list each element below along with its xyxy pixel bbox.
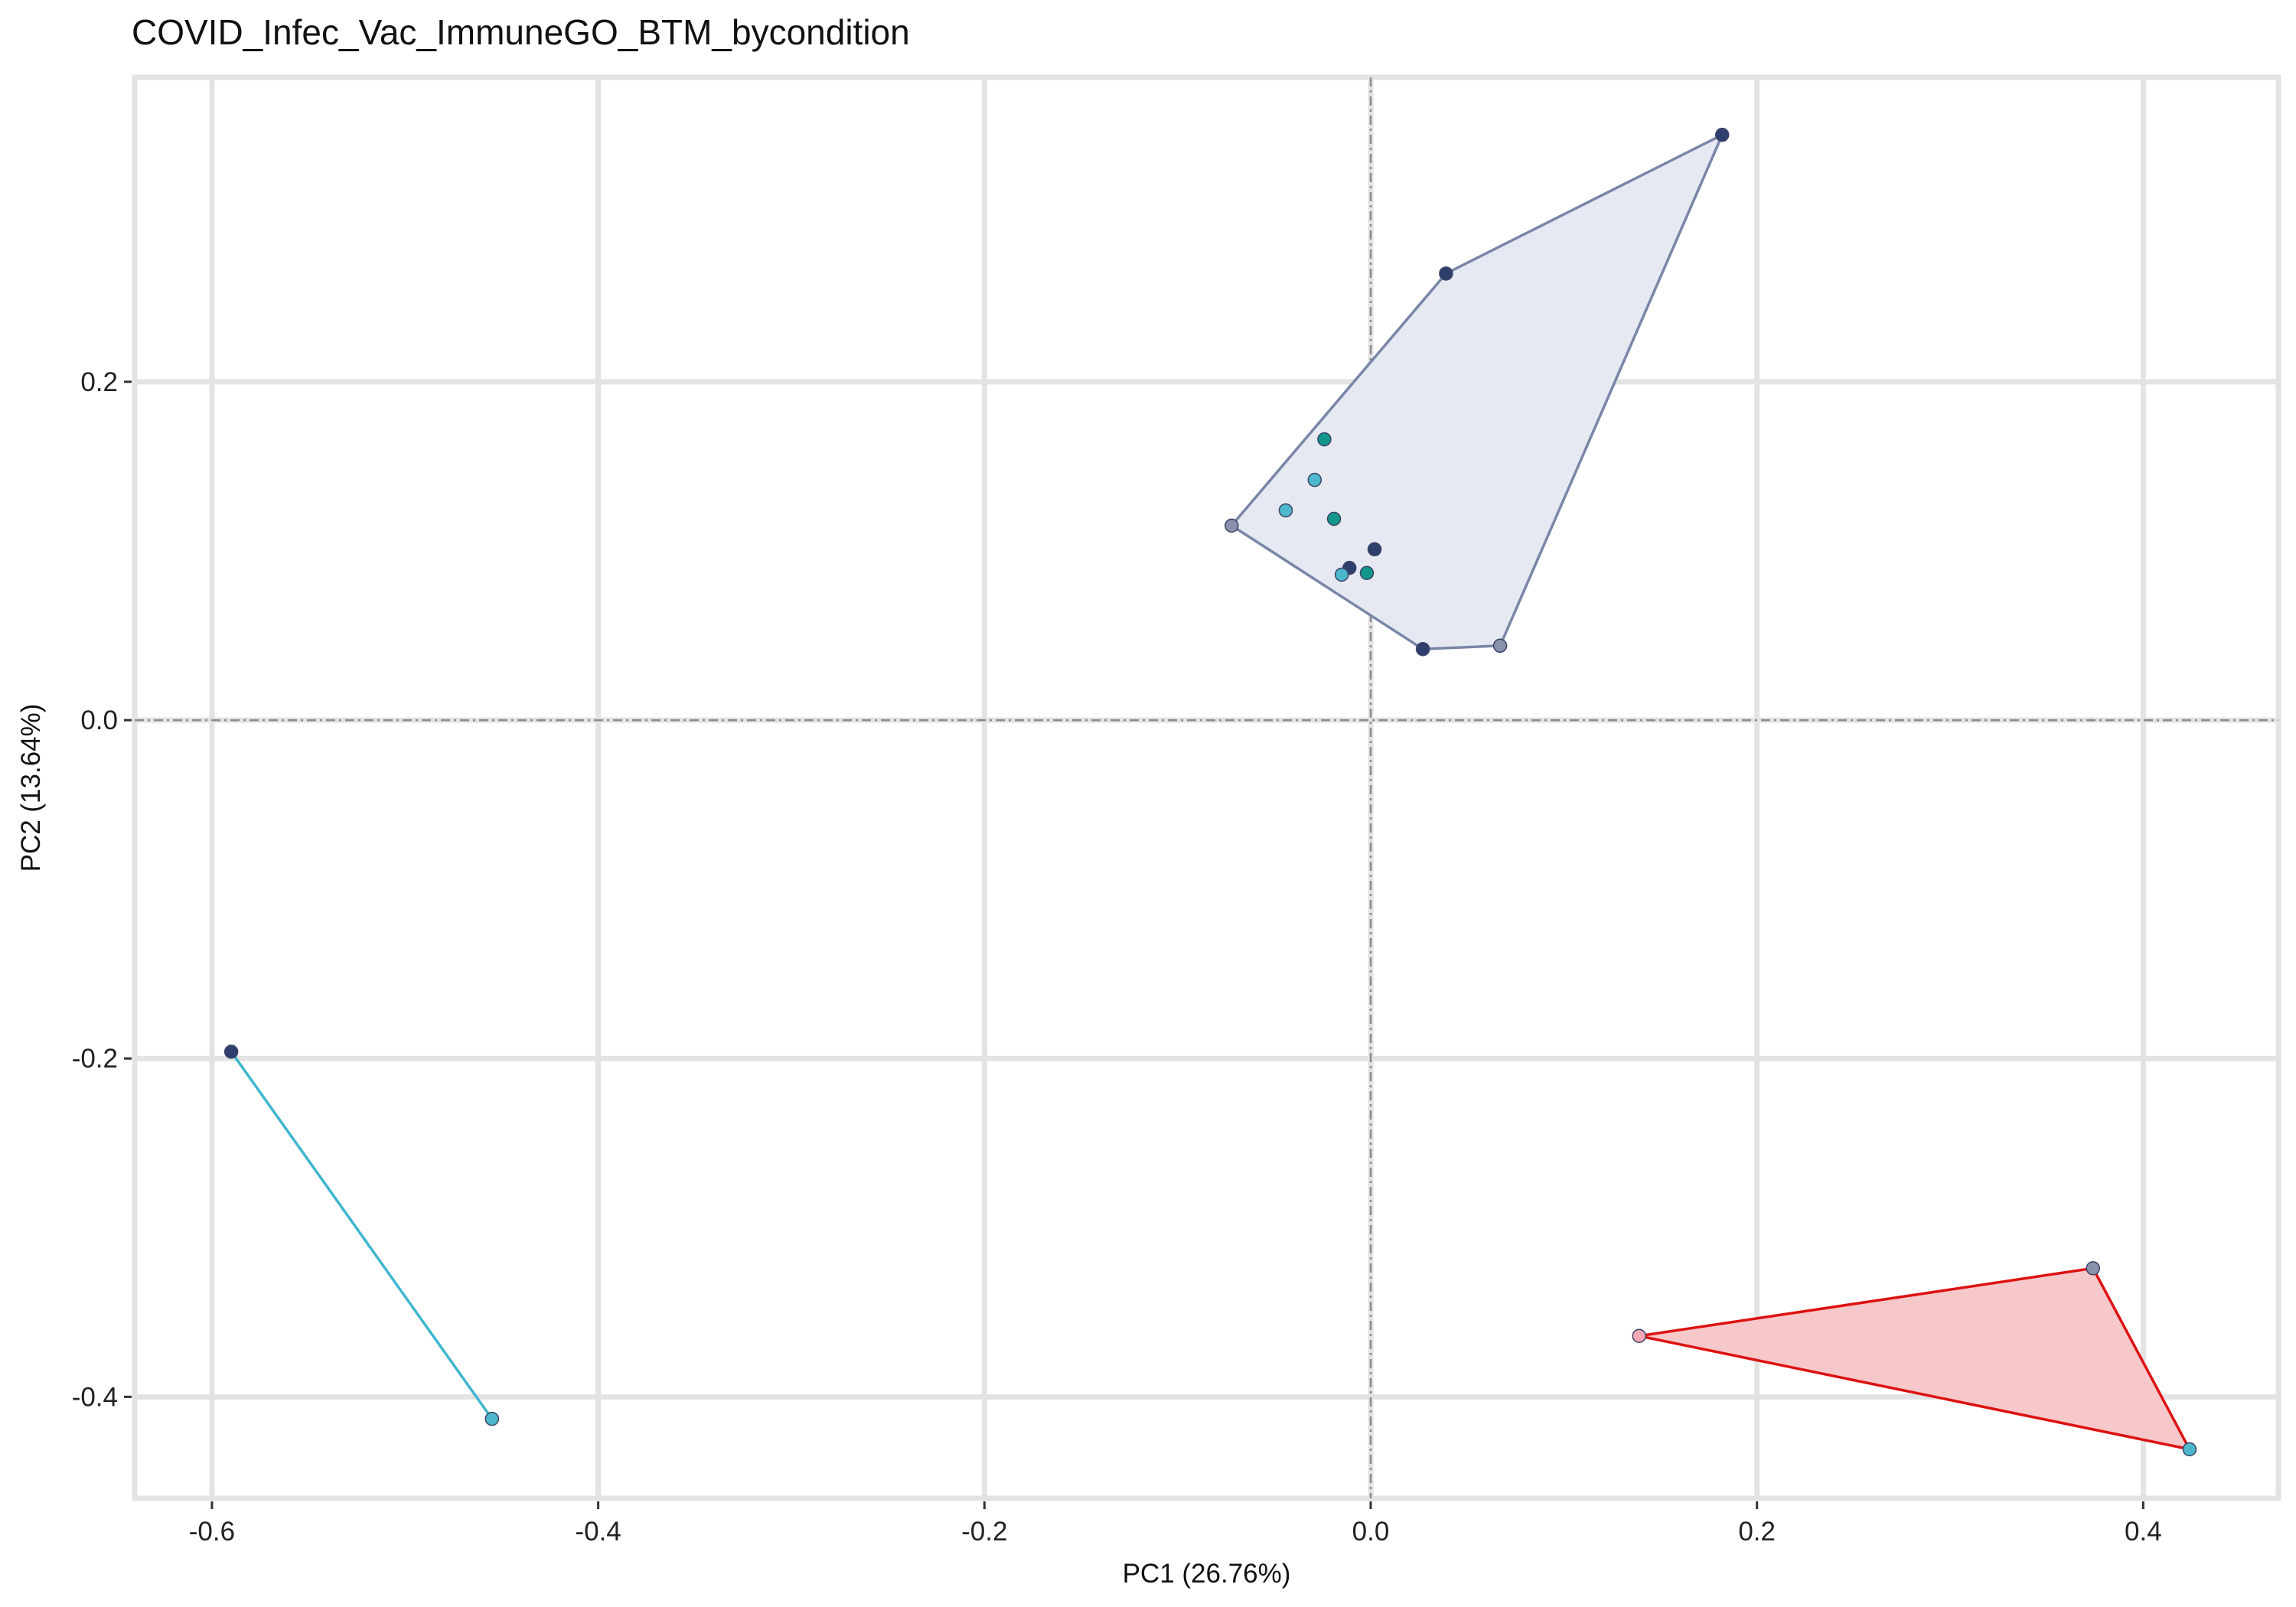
data-point [1278, 503, 1293, 518]
reference-lines [135, 77, 2278, 1498]
group-hulls [230, 133, 2191, 1451]
x-tick-label: -0.4 [575, 1517, 621, 1547]
data-point [1632, 1328, 1646, 1344]
group-hull-2 [230, 1051, 494, 1420]
x-tick-label: -0.2 [961, 1517, 1007, 1547]
x-axis-label: PC1 (26.76%) [1123, 1559, 1291, 1589]
data-point [1225, 518, 1239, 533]
data-point [1367, 542, 1382, 557]
x-tick-label: 0.4 [2125, 1517, 2162, 1547]
y-axis-ticks: -0.4 -0.2 0.0 0.2 [72, 367, 132, 1412]
data-points [223, 127, 2197, 1457]
data-point [1359, 566, 1375, 580]
data-point [1492, 638, 1508, 654]
y-tick-label: -0.2 [72, 1044, 118, 1074]
group-hull-3 [1637, 1266, 2191, 1451]
data-point [2086, 1261, 2101, 1276]
y-tick-label: -0.4 [72, 1382, 118, 1412]
x-tick-label: -0.6 [189, 1517, 235, 1547]
x-tick-label: 0.2 [1738, 1517, 1776, 1547]
data-point [484, 1411, 500, 1426]
plot-panel [132, 74, 2281, 1501]
grid-lines [135, 77, 2278, 1498]
y-tick-label: 0.0 [80, 706, 118, 735]
group-hull-1 [1230, 133, 1724, 650]
y-tick-label: 0.2 [80, 367, 118, 397]
data-point [1317, 432, 1332, 447]
data-point [1415, 641, 1430, 657]
x-tick-label: 0.0 [1352, 1517, 1390, 1547]
x-axis-ticks: -0.6 -0.4 -0.2 0.0 0.2 0.4 [189, 1501, 2162, 1547]
data-point [1439, 266, 1453, 281]
chart-title: COVID_Infec_Vac_ImmuneGO_BTM_bycondition [132, 12, 910, 52]
data-point [1334, 567, 1349, 582]
y-axis-label: PC2 (13.64%) [16, 704, 46, 872]
data-point [223, 1045, 239, 1059]
data-point [1307, 472, 1322, 487]
data-point [1326, 511, 1342, 526]
data-point [2182, 1442, 2197, 1457]
data-point [1715, 127, 1730, 142]
